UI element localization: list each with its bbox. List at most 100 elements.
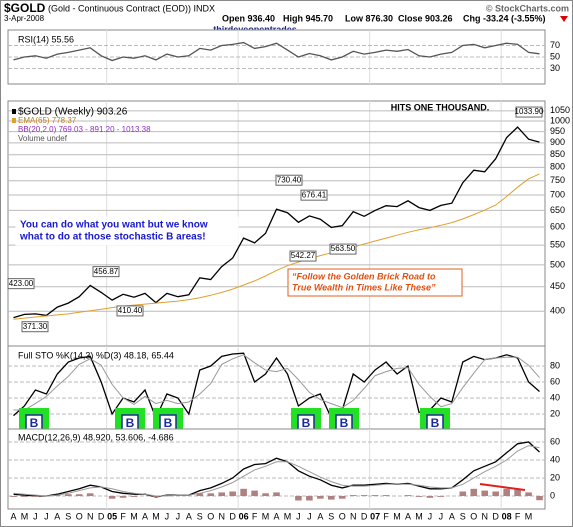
y-tick-label: 40 — [550, 392, 560, 402]
description: (Gold - Continuous Contract (EOD)) INDX — [48, 3, 215, 13]
histogram-bar — [415, 496, 423, 497]
annotation: 410.40 — [118, 306, 143, 315]
histogram-bar — [75, 494, 83, 496]
y-tick-label: 20 — [550, 408, 560, 418]
callout: True Wealth in Times Like These” — [292, 282, 436, 292]
y-tick-label: 600 — [550, 221, 565, 231]
b-marker-label: B — [30, 416, 39, 430]
b-marker-label: B — [431, 416, 440, 430]
y-tick-label: 650 — [550, 205, 565, 215]
y-tick-label: 1050 — [550, 105, 570, 115]
open: Open 936.40 — [222, 13, 275, 23]
b-marker-label: B — [340, 416, 349, 430]
series-line — [13, 354, 540, 411]
histogram-bar — [163, 495, 171, 496]
down-arrow — [560, 16, 568, 22]
annotation: 676.41 — [302, 190, 327, 199]
x-tick-label: 08 — [502, 511, 512, 521]
y-tick-label: 20 — [550, 472, 560, 482]
x-tick-label: D — [492, 511, 499, 521]
histogram-bar — [273, 492, 280, 496]
watermark: thirdeyeopentrades — [213, 24, 297, 34]
histogram-bar — [382, 495, 390, 496]
histogram-bar — [130, 496, 138, 497]
annotation: 542.27 — [291, 251, 316, 260]
x-tick-label: N — [218, 511, 225, 521]
y-tick-label: 60 — [550, 376, 560, 386]
x-tick-label: S — [197, 511, 203, 521]
x-tick-label: F — [515, 511, 521, 521]
y-tick-label: 950 — [550, 126, 565, 136]
panel-title: Full STO %K(14,3) %D(3) 48.18, 65.44 — [18, 350, 174, 360]
x-tick-label: A — [273, 511, 279, 521]
y-tick-label: 1000 — [550, 115, 570, 125]
date: 3-Apr-2008 — [4, 14, 45, 23]
x-tick-label: J — [176, 511, 181, 521]
y-tick-label: 30 — [550, 63, 560, 73]
x-tick-label: J — [296, 511, 301, 521]
annotation-box — [7, 278, 35, 290]
histogram-bar — [218, 492, 225, 496]
callout: what to do at those stochastic B areas! — [19, 232, 206, 243]
x-tick-label: A — [186, 511, 192, 521]
x-tick-label: N — [87, 511, 94, 521]
x-tick-label: M — [130, 511, 138, 521]
x-tick-label: A — [317, 511, 323, 521]
x-tick-label: D — [98, 511, 105, 521]
x-tick-label: J — [428, 511, 433, 521]
b-marker-label: B — [126, 416, 135, 430]
histogram-bar — [207, 493, 215, 496]
annotation-box — [92, 266, 120, 278]
annotation-box — [116, 305, 144, 317]
callout: “Follow the Golden Brick Road to — [292, 271, 436, 281]
histogram-bar — [317, 496, 324, 499]
histogram-bar — [54, 495, 61, 496]
y-tick-label: 750 — [550, 175, 565, 185]
annotation-box — [329, 243, 357, 255]
x-tick-label: N — [350, 511, 357, 521]
annotation: 423.00 — [9, 279, 34, 288]
y-tick-label: 550 — [550, 239, 565, 249]
histogram-bar — [514, 488, 521, 496]
y-tick-label: 0 — [550, 490, 555, 500]
histogram-bar — [481, 490, 489, 496]
y-tick-label: 60 — [550, 436, 560, 446]
histogram-bar — [371, 495, 379, 496]
y-tick-label: 40 — [550, 454, 560, 464]
histogram-bar — [10, 496, 17, 497]
series-line — [13, 126, 540, 319]
histogram-bar — [349, 495, 357, 496]
x-tick-label: S — [328, 511, 334, 521]
histogram-bar — [64, 494, 72, 496]
histogram-bar — [240, 488, 247, 496]
x-tick-label: J — [33, 511, 38, 521]
x-tick-label: S — [460, 511, 466, 521]
annotation-box — [300, 189, 328, 201]
x-tick-label: J — [307, 511, 312, 521]
x-tick-label: 05 — [107, 511, 117, 521]
x-tick-label: M — [525, 511, 533, 521]
legend-entry: BB(20,2.0) 769.03 - 891.20 - 1013.38 — [18, 125, 151, 134]
low: Low 876.30 — [345, 13, 393, 23]
histogram-bar — [21, 496, 28, 497]
annotation: 456.87 — [94, 267, 119, 276]
x-tick-label: M — [152, 511, 160, 521]
x-tick-label: F — [252, 511, 258, 521]
histogram-bar — [338, 496, 346, 499]
histogram-bar — [525, 492, 532, 496]
callout: HITS ONE THOUSAND. — [391, 102, 490, 112]
histogram-bar — [437, 496, 445, 497]
legend-swatch — [12, 109, 16, 114]
histogram-bar — [503, 488, 510, 496]
annotation: 371.30 — [23, 322, 48, 331]
histogram-bar — [459, 491, 467, 496]
histogram-bar — [306, 496, 313, 501]
trend-line — [479, 483, 526, 491]
x-tick-label: 07 — [370, 511, 380, 521]
annotation: 1033.90 — [515, 107, 544, 116]
x-tick-label: A — [449, 511, 455, 521]
x-tick-label: O — [339, 511, 346, 521]
x-tick-label: M — [262, 511, 270, 521]
callout: You can do what you want but we know — [20, 220, 208, 231]
legend-swatch — [12, 118, 16, 123]
